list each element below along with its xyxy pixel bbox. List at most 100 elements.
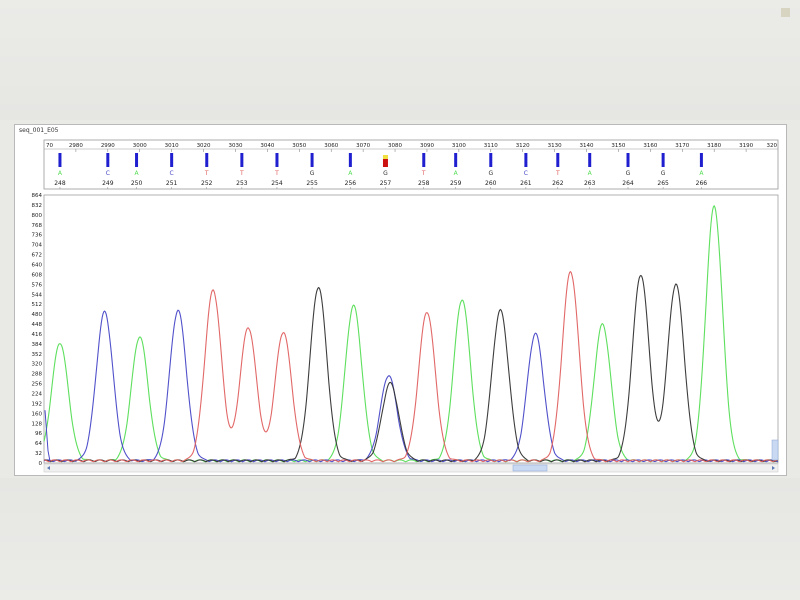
trace-c [43, 309, 779, 463]
base-letter: A [134, 170, 139, 177]
window-title: seq_001_E05 [15, 125, 786, 137]
y-tick-label: 864 [32, 193, 43, 199]
base-index: 263 [584, 180, 596, 187]
scrollbar-track [43, 463, 779, 473]
y-tick-label: 544 [32, 292, 43, 298]
scan-tick-label: 3170 [675, 143, 689, 149]
scrollbar-thumb[interactable] [512, 464, 548, 472]
base-letter: T [274, 170, 279, 177]
base-letter: T [421, 170, 426, 177]
base-index: 257 [380, 180, 392, 187]
scan-tick-label: 3070 [356, 143, 370, 149]
y-tick-label: 256 [32, 382, 43, 388]
call-quality-bar [170, 153, 174, 167]
base-letter: A [454, 170, 459, 177]
scan-tick-label: 3000 [133, 143, 147, 149]
y-tick-label: 512 [32, 302, 43, 308]
base-letter: G [626, 170, 631, 177]
y-tick-label: 640 [32, 262, 43, 268]
y-tick-label: 352 [32, 352, 43, 358]
base-letter: A [699, 170, 704, 177]
chromatogram-window: seq_001_E05 2980 2990 3000 3010 3020 3030 3040… [14, 124, 787, 476]
scan-tick-label: 3120 [516, 143, 530, 149]
y-tick-label: 832 [32, 203, 43, 209]
header-frame [43, 139, 779, 190]
y-tick-label: 768 [32, 223, 43, 229]
slide-background-top [0, 0, 800, 120]
base-index: 256 [345, 180, 357, 187]
scan-tick-label: 3010 [165, 143, 179, 149]
call-quality-flag [382, 159, 388, 167]
base-letter: A [58, 170, 63, 177]
trace-c-edge [44, 410, 51, 462]
scan-tick-label: 3100 [452, 143, 466, 149]
base-index: 253 [236, 180, 248, 187]
base-letter: T [239, 170, 244, 177]
call-quality-bar [135, 153, 139, 167]
base-letter: C [106, 170, 110, 177]
call-quality-bar [106, 153, 110, 167]
base-letter: T [204, 170, 209, 177]
base-index: 266 [696, 180, 708, 187]
scan-tick-label: 3030 [228, 143, 242, 149]
base-index: 250 [131, 180, 143, 187]
base-index: 255 [306, 180, 318, 187]
y-tick-label: 160 [32, 411, 43, 417]
base-index: 258 [418, 180, 430, 187]
scan-tick-label: 3020 [197, 143, 211, 149]
call-quality-bar [626, 153, 630, 167]
y-tick-label: 32 [35, 451, 42, 457]
base-letter: G [488, 170, 493, 177]
scan-tick-label: 3050 [292, 143, 306, 149]
base-index: 261 [520, 180, 532, 187]
base-index: 254 [271, 180, 283, 187]
scan-tick-label: 3160 [643, 143, 657, 149]
slide-corner-mark [781, 8, 790, 17]
call-quality-bar [240, 153, 244, 167]
call-quality-bar [275, 153, 279, 167]
y-tick-label: 704 [32, 243, 43, 249]
horizontal-scrollbar [43, 463, 779, 473]
y-tick-label: 608 [32, 272, 43, 278]
call-quality-bar [58, 153, 62, 167]
base-letter: A [588, 170, 593, 177]
call-quality-flag-top [382, 155, 388, 159]
scroll-right-arrow-icon[interactable] [772, 466, 775, 470]
y-tick-label: 96 [35, 431, 42, 437]
scan-tick-label: 3040 [260, 143, 274, 149]
base-index: 251 [166, 180, 178, 187]
base-letter: G [310, 170, 315, 177]
vertical-scrollbar [771, 439, 779, 461]
scan-tick-label: 3180 [707, 143, 721, 149]
scan-edge-label-left: 70 [46, 143, 53, 149]
scroll-left-arrow-icon[interactable] [47, 466, 50, 470]
call-quality-bar [588, 153, 592, 167]
base-call-header: 2980 2990 3000 3010 3020 3030 3040 3050 3060 3070… [43, 139, 779, 190]
call-quality-bar [524, 153, 528, 167]
scan-tick-label: 3190 [739, 143, 753, 149]
call-quality-bar [489, 153, 493, 167]
vertical-scrollbar-thumb[interactable] [771, 439, 779, 461]
y-tick-label: 672 [32, 253, 43, 259]
call-quality-bar [310, 153, 314, 167]
plot-area [43, 194, 779, 464]
base-letter: G [661, 170, 666, 177]
scan-tick-label: 3080 [388, 143, 402, 149]
scan-tick-label: 3150 [611, 143, 625, 149]
y-tick-label: 64 [35, 441, 42, 447]
scan-tick-label: 3090 [420, 143, 434, 149]
base-letter: A [348, 170, 353, 177]
scan-tick-label: 3130 [548, 143, 562, 149]
call-quality-bar [556, 153, 560, 167]
base-letter: T [555, 170, 560, 177]
base-index: 248 [54, 180, 66, 187]
call-quality-bar [422, 153, 426, 167]
base-index: 260 [485, 180, 497, 187]
y-tick-label: 384 [32, 342, 43, 348]
scan-tick-label: 3060 [324, 143, 338, 149]
y-tick-label: 320 [32, 362, 43, 368]
trace-t [43, 270, 779, 463]
base-letter: G [383, 170, 388, 177]
base-index: 252 [201, 180, 213, 187]
call-quality-bar [205, 153, 209, 167]
